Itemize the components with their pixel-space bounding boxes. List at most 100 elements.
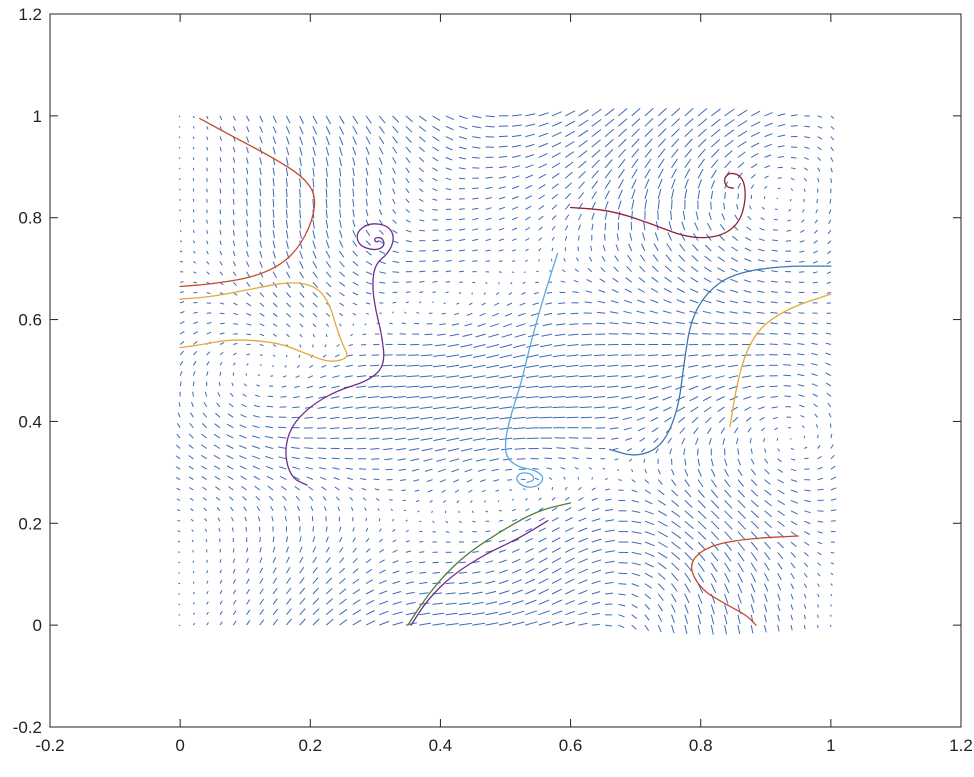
quiver-arrow: [446, 199, 452, 200]
quiver-arrow: [207, 560, 208, 563]
x-tick-label: 1: [826, 736, 835, 755]
quiver-arrow: [533, 469, 539, 470]
quiver-arrow: [446, 282, 450, 283]
quiver-arrow: [220, 209, 221, 214]
quiver-arrow: [193, 392, 194, 397]
quiver-arrow: [552, 407, 565, 408]
quiver-arrow: [270, 376, 273, 377]
quiver-arrow: [442, 313, 446, 314]
quiver-arrow: [246, 527, 247, 532]
quiver-arrow: [389, 323, 392, 324]
y-tick-label: 1: [33, 107, 42, 126]
quiver-arrow: [425, 334, 433, 335]
quiver-arrow: [831, 521, 836, 522]
quiver-arrow: [605, 234, 606, 241]
quiver-arrow: [558, 303, 565, 304]
quiver-arrow: [605, 223, 606, 230]
quiver-arrow: [180, 189, 181, 191]
quiver-arrow: [770, 386, 778, 387]
quiver-arrow: [180, 220, 181, 222]
quiver-arrow: [374, 479, 380, 480]
quiver-arrow: [379, 293, 384, 294]
quiver-arrow: [592, 625, 600, 626]
x-tick-label: 0.2: [298, 736, 322, 755]
quiver-arrow: [359, 469, 366, 470]
quiver-arrow: [178, 552, 180, 553]
quiver-arrow: [193, 282, 197, 283]
quiver-arrow: [785, 282, 791, 283]
quiver-arrow: [791, 126, 798, 127]
quiver-arrow: [286, 355, 287, 358]
quiver-arrow: [580, 417, 591, 418]
quiver-arrow: [539, 417, 552, 418]
quiver-arrow: [486, 167, 493, 168]
quiver-arrow: [433, 240, 439, 241]
y-tick-label: 0.2: [18, 514, 42, 533]
quiver-arrow: [507, 480, 512, 481]
quiver-arrow: [423, 345, 433, 346]
quiver-arrow: [621, 355, 632, 356]
quiver-arrow: [798, 313, 804, 314]
quiver-arrow: [648, 355, 658, 356]
quiver-arrow: [291, 438, 300, 439]
quiver-arrow: [193, 381, 194, 386]
quiver-arrow: [702, 334, 711, 335]
quiver-arrow: [486, 261, 490, 262]
quiver-arrow: [526, 428, 539, 429]
quiver-arrow: [180, 178, 181, 180]
quiver-arrow: [783, 344, 791, 345]
quiver-arrow: [635, 355, 645, 356]
quiver-arrow: [419, 542, 423, 543]
quiver-arrow: [312, 516, 313, 521]
quiver-arrow: [566, 407, 579, 408]
quiver-arrow: [419, 230, 425, 231]
quiver-arrow: [179, 625, 180, 626]
y-tick-label: 1.2: [18, 5, 42, 24]
quiver-arrow: [818, 615, 819, 618]
quiver-arrow: [300, 189, 301, 198]
quiver-arrow: [313, 526, 314, 531]
quiver-arrow: [786, 241, 791, 242]
quiver-arrow: [220, 189, 221, 194]
quiver-arrow: [193, 582, 194, 584]
quiver-arrow: [826, 323, 831, 324]
quiver-arrow: [622, 334, 632, 335]
quiver-arrow: [486, 126, 495, 127]
x-tick-label: 0: [175, 736, 184, 755]
quiver-arrow: [552, 487, 553, 490]
quiver-arrow: [672, 200, 673, 210]
quiver-arrow: [247, 334, 252, 335]
quiver-arrow: [326, 189, 327, 198]
quiver-arrow: [459, 178, 465, 179]
quiver-arrow: [785, 292, 791, 293]
quiver-arrow: [370, 449, 379, 450]
quiver-arrow: [220, 199, 221, 204]
quiver-arrow: [472, 261, 477, 262]
quiver-arrow: [370, 365, 379, 366]
quiver-arrow: [804, 458, 808, 459]
quiver-arrow: [313, 199, 314, 208]
quiver-arrow: [632, 211, 633, 220]
quiver-arrow: [207, 209, 208, 213]
quiver-arrow: [742, 355, 751, 356]
quiver-arrow: [536, 271, 538, 272]
quiver-arrow: [535, 282, 539, 283]
quiver-arrow: [486, 137, 495, 138]
quiver-arrow: [499, 146, 508, 147]
quiver-arrow: [784, 396, 791, 397]
quiver-arrow: [594, 355, 605, 356]
quiver-arrow: [180, 261, 183, 262]
quiver-arrow: [326, 199, 327, 208]
quiver-arrow: [207, 220, 208, 224]
quiver-arrow: [785, 302, 791, 303]
quiver-arrow: [818, 489, 824, 490]
quiver-arrow: [512, 261, 515, 262]
quiver-arrow: [419, 271, 425, 272]
quiver-arrow: [278, 427, 286, 428]
quiver-arrow: [382, 365, 392, 366]
quiver-arrow: [798, 323, 804, 324]
quiver-arrow: [783, 365, 791, 366]
quiver-arrow: [193, 302, 197, 303]
quiver-arrow: [267, 406, 273, 407]
